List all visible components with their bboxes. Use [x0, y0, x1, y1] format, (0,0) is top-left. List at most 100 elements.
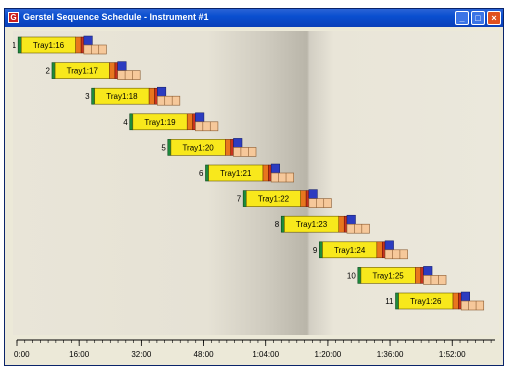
sample-label: Tray1:25 [372, 271, 404, 280]
orange-segment [415, 267, 422, 284]
sample-label: Tray1:23 [296, 220, 328, 229]
row-number: 11 [385, 297, 394, 306]
prep-segment [395, 292, 399, 310]
orange-segment [338, 215, 345, 233]
sample-label: Tray1:18 [106, 92, 138, 101]
sample-label: Tray1:24 [334, 246, 366, 255]
app-icon[interactable]: G [8, 12, 19, 23]
post-segment [156, 95, 181, 106]
orange-segment [376, 241, 383, 259]
tick-label: 1:04:00 [252, 350, 279, 359]
post-segment [384, 249, 408, 260]
red-segment [154, 87, 158, 105]
maximize-button[interactable]: □ [471, 11, 485, 25]
red-segment [268, 164, 272, 182]
title-bar[interactable]: G Gerstel Sequence Schedule - Instrument… [5, 9, 503, 27]
schedule-plot-area[interactable]: 1 Tray1:16 2 Tray1:17 3 Tray1:18 4 Tray1:19 5 Tra… [13, 31, 499, 335]
row-number: 9 [313, 246, 318, 255]
orange-segment [452, 292, 459, 310]
schedule-row[interactable]: 10 Tray1:25 [347, 266, 447, 285]
schedule-row[interactable]: 4 Tray1:19 [123, 112, 219, 132]
sample-label: Tray1:21 [220, 169, 252, 178]
post-segment [346, 223, 370, 234]
schedule-row[interactable]: 8 Tray1:23 [275, 214, 370, 234]
blue-segment [270, 163, 280, 174]
red-segment [420, 267, 424, 284]
minimize-button[interactable]: _ [455, 11, 469, 25]
red-segment [382, 241, 386, 259]
red-segment [192, 113, 196, 131]
orange-segment [75, 36, 82, 54]
blue-segment [233, 138, 243, 148]
blue-segment [460, 291, 470, 302]
prep-segment [280, 215, 285, 233]
post-segment [308, 198, 332, 208]
orange-segment [262, 164, 269, 182]
sample-label: Tray1:16 [33, 41, 65, 50]
schedule-row[interactable]: 2 Tray1:17 [46, 61, 141, 80]
tick-label: 0:00 [14, 350, 30, 359]
sample-label: Tray1:20 [182, 143, 214, 152]
prep-segment [319, 241, 323, 259]
sample-label: Tray1:26 [410, 297, 442, 306]
tick-label: 1:20:00 [315, 350, 342, 359]
row-number: 7 [237, 195, 242, 204]
orange-segment [109, 62, 116, 79]
orange-segment [225, 139, 231, 156]
prep-segment [129, 113, 134, 131]
blue-segment [346, 214, 356, 225]
row-number: 4 [123, 118, 128, 127]
post-segment [460, 300, 485, 311]
row-number: 10 [347, 271, 356, 280]
red-segment [114, 62, 118, 79]
prep-segment [51, 62, 56, 79]
orange-segment [148, 87, 155, 105]
schedule-row[interactable]: 1 Tray1:16 [13, 35, 107, 55]
orange-segment [186, 113, 193, 131]
blue-segment [83, 35, 93, 46]
tick-label: 48:00 [194, 350, 215, 359]
schedule-row[interactable]: 3 Tray1:18 [85, 86, 181, 106]
schedule-row[interactable]: 7 Tray1:22 [237, 189, 332, 208]
red-segment [80, 36, 85, 54]
blue-segment [308, 189, 318, 199]
window-title: Gerstel Sequence Schedule - Instrument #… [23, 12, 209, 22]
prep-segment [242, 190, 247, 207]
time-axis-svg: 0:00 16:00 32:00 48:00 1:04:00 1:20:00 1:36:00… [14, 339, 495, 359]
schedule-chart: 1 Tray1:16 2 Tray1:17 3 Tray1:18 4 Tray1:19 5 Tra… [13, 35, 485, 311]
tick-label: 1:52:00 [439, 350, 466, 359]
schedule-row[interactable]: 6 Tray1:21 [199, 163, 294, 183]
red-segment [305, 190, 310, 207]
prep-segment [17, 36, 22, 54]
row-number: 8 [275, 220, 280, 229]
sequence-schedule-window: G Gerstel Sequence Schedule - Instrument… [4, 8, 504, 366]
post-segment [117, 70, 141, 80]
tick-label: 16:00 [69, 350, 90, 359]
schedule-row[interactable]: 5 Tray1:20 [161, 138, 257, 157]
schedule-row[interactable]: 9 Tray1:24 [313, 240, 408, 260]
post-segment [270, 172, 294, 183]
sample-label: Tray1:22 [258, 195, 290, 204]
blue-segment [195, 112, 205, 123]
post-segment [423, 275, 447, 285]
blue-segment [384, 240, 394, 251]
close-button[interactable]: × [487, 11, 501, 25]
post-segment [195, 121, 219, 132]
post-segment [233, 147, 257, 157]
schedule-row[interactable]: 11 Tray1:26 [385, 291, 485, 311]
prep-segment [357, 267, 362, 284]
prep-segment [167, 139, 172, 156]
row-number: 6 [199, 169, 204, 178]
row-number: 3 [85, 92, 90, 101]
row-number: 1 [13, 41, 17, 50]
prep-segment [91, 87, 96, 105]
blue-segment [117, 61, 127, 71]
time-axis: 0:00 16:00 32:00 48:00 1:04:00 1:20:00 1:36:00… [13, 336, 499, 362]
tick-label: 1:36:00 [377, 350, 404, 359]
post-segment [83, 44, 107, 55]
orange-segment [300, 190, 307, 207]
blue-segment [423, 266, 433, 276]
sample-label: Tray1:17 [67, 67, 99, 76]
red-segment [230, 139, 234, 156]
row-number: 5 [161, 143, 166, 152]
